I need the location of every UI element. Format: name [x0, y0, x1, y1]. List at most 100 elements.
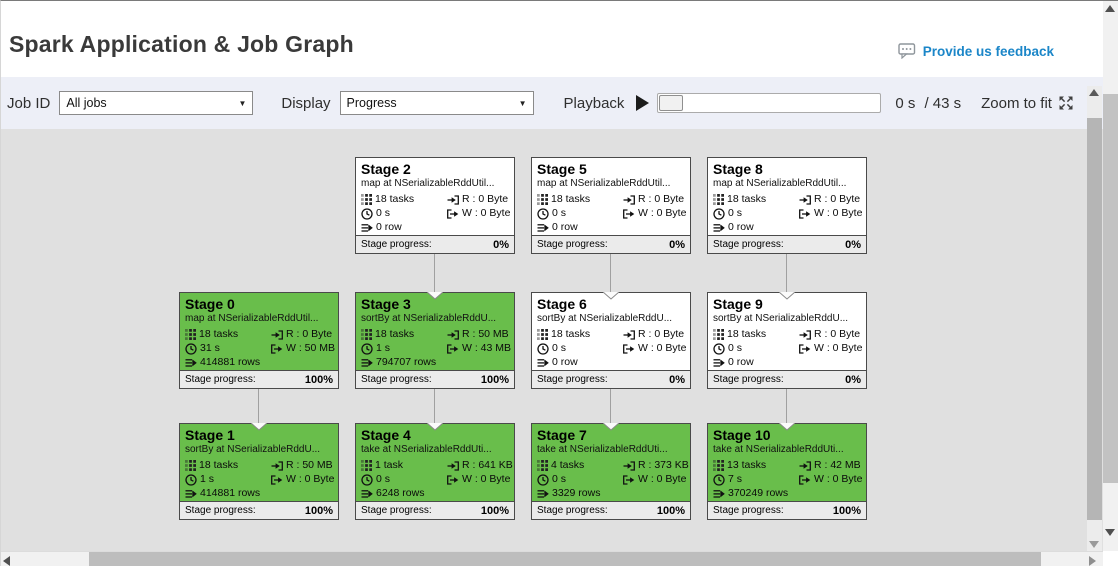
row-count: 0 row	[376, 221, 402, 233]
stage-card-7[interactable]: Stage 7 take at NSerializableRddUti... 4…	[531, 423, 691, 520]
stage-progress-value: 0%	[669, 373, 685, 386]
stage-card-6[interactable]: Stage 6 sortBy at NSerializableRddU... 1…	[531, 292, 691, 389]
read-bytes-icon	[447, 194, 459, 205]
job-id-selected-value: All jobs	[66, 96, 107, 110]
job-id-select[interactable]: All jobs ▼	[59, 91, 254, 115]
clock-icon	[537, 473, 549, 486]
tasks-icon	[361, 194, 372, 205]
stage-progress-label: Stage progress:	[185, 505, 256, 516]
stage-title: Stage 2	[361, 161, 411, 177]
write-bytes-icon	[799, 474, 811, 485]
stage-card-5[interactable]: Stage 5 map at NSerializableRddUtil... 1…	[531, 157, 691, 254]
task-count: 18 tasks	[727, 193, 767, 205]
outer-vertical-scrollbar[interactable]	[1103, 1, 1118, 551]
stage-card-4[interactable]: Stage 4 take at NSerializableRddUti... 1…	[355, 423, 515, 520]
write-bytes-icon	[447, 208, 459, 219]
read-bytes: R : 0 Byte	[286, 328, 333, 340]
rows-icon	[537, 223, 549, 232]
stage-progress-bar: Stage progress: 0%	[532, 370, 690, 388]
row-count: 414881 rows	[200, 356, 261, 368]
stage-card-8[interactable]: Stage 8 map at NSerializableRddUtil... 1…	[707, 157, 867, 254]
write-bytes: W : 0 Byte	[638, 473, 687, 485]
stage-time: 0 s	[552, 207, 567, 219]
stage-card-10[interactable]: Stage 10 take at NSerializableRddUti... …	[707, 423, 867, 520]
stage-title: Stage 7	[537, 427, 587, 443]
scroll-left-arrow-icon[interactable]	[3, 556, 10, 566]
task-count: 18 tasks	[727, 328, 767, 340]
scroll-down-arrow-icon[interactable]	[1089, 541, 1099, 548]
read-bytes-icon	[623, 194, 635, 205]
read-bytes-icon	[623, 329, 635, 340]
row-count: 6248 rows	[376, 487, 425, 499]
scroll-right-arrow-icon[interactable]	[1089, 556, 1096, 566]
clock-icon	[713, 207, 725, 220]
feedback-link[interactable]: Provide us feedback	[897, 43, 1054, 59]
read-bytes-icon	[271, 460, 283, 471]
playback-slider-thumb[interactable]	[659, 95, 684, 111]
tasks-icon	[361, 329, 372, 340]
stage-connector	[258, 389, 259, 423]
feedback-label: Provide us feedback	[922, 43, 1054, 59]
row-count: 0 row	[552, 221, 578, 233]
edge-arrowhead-icon	[427, 423, 443, 431]
rows-icon	[361, 489, 373, 498]
stage-title: Stage 8	[713, 161, 763, 177]
stage-connector	[434, 389, 435, 423]
display-select[interactable]: Progress ▼	[339, 91, 534, 115]
display-label: Display	[281, 94, 331, 112]
stage-progress-value: 100%	[832, 504, 861, 517]
read-bytes-icon	[447, 460, 459, 471]
write-bytes-icon	[799, 343, 811, 354]
tasks-icon	[713, 194, 724, 205]
row-count: 414881 rows	[200, 487, 261, 499]
stage-connector	[434, 254, 435, 292]
edge-arrowhead-icon	[779, 423, 795, 431]
stage-progress-label: Stage progress:	[713, 239, 784, 250]
horizontal-scrollbar-thumb[interactable]	[89, 552, 1041, 566]
clock-icon	[361, 473, 373, 486]
read-bytes: R : 0 Byte	[814, 328, 861, 340]
edge-arrowhead-icon	[427, 292, 443, 300]
toolbar: Job ID All jobs ▼ Display Progress ▼ Pla…	[1, 77, 1104, 129]
inner-vertical-scrollbar[interactable]	[1087, 86, 1102, 551]
tasks-icon	[537, 329, 548, 340]
row-count: 0 row	[728, 221, 754, 233]
stage-progress-value: 100%	[480, 373, 509, 386]
stage-progress-label: Stage progress:	[537, 374, 608, 385]
play-button[interactable]	[636, 95, 650, 111]
horizontal-scrollbar[interactable]	[1, 551, 1104, 566]
stage-progress-value: 100%	[656, 504, 685, 517]
read-bytes: R : 373 KB	[638, 459, 689, 471]
write-bytes: W : 0 Byte	[286, 473, 335, 485]
scroll-down-arrow-icon[interactable]	[1105, 529, 1115, 536]
zoom-to-fit-button[interactable]: Zoom to fit	[981, 95, 1074, 112]
playback-slider[interactable]	[657, 93, 882, 113]
task-count: 18 tasks	[199, 459, 239, 471]
stage-card-0[interactable]: Stage 0 map at NSerializableRddUtil... 1…	[179, 292, 339, 389]
read-bytes-icon	[799, 460, 811, 471]
stage-card-1[interactable]: Stage 1 sortBy at NSerializableRddU... 1…	[179, 423, 339, 520]
stage-title: Stage 9	[713, 296, 763, 312]
header: Spark Application & Job Graph Provide us…	[1, 1, 1104, 77]
stage-progress-bar: Stage progress: 100%	[532, 501, 690, 519]
row-count: 370249 rows	[728, 487, 789, 499]
scroll-up-arrow-icon[interactable]	[1089, 89, 1099, 96]
stage-card-9[interactable]: Stage 9 sortBy at NSerializableRddU... 1…	[707, 292, 867, 389]
stage-title: Stage 6	[537, 296, 587, 312]
stage-time: 1 s	[376, 342, 391, 354]
stage-description: sortBy at NSerializableRddU...	[361, 313, 497, 324]
rows-icon	[361, 358, 373, 367]
stage-card-3[interactable]: Stage 3 sortBy at NSerializableRddU... 1…	[355, 292, 515, 389]
stage-progress-label: Stage progress:	[713, 374, 784, 385]
stage-time: 0 s	[552, 473, 567, 485]
stage-time: 0 s	[376, 207, 391, 219]
stage-card-2[interactable]: Stage 2 map at NSerializableRddUtil... 1…	[355, 157, 515, 254]
write-bytes: W : 0 Byte	[462, 207, 511, 219]
scroll-up-arrow-icon[interactable]	[1105, 5, 1115, 12]
stage-title: Stage 5	[537, 161, 587, 177]
stage-progress-label: Stage progress:	[713, 505, 784, 516]
inner-vertical-scrollbar-thumb[interactable]	[1087, 118, 1102, 520]
row-count: 3329 rows	[552, 487, 601, 499]
outer-vertical-scrollbar-thumb[interactable]	[1103, 94, 1118, 483]
clock-icon	[185, 473, 197, 486]
